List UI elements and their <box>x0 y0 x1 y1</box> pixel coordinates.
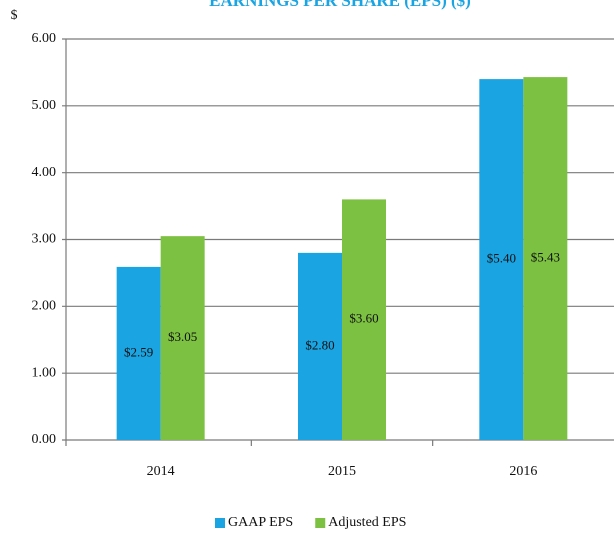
legend-swatch <box>215 518 225 528</box>
value-label: $2.80 <box>305 337 334 352</box>
value-label: $5.43 <box>531 250 560 265</box>
legend-swatch <box>315 518 326 528</box>
value-label: $2.59 <box>124 344 153 359</box>
bar <box>298 252 342 440</box>
legend-label: Adjusted EPS <box>328 515 406 530</box>
chart-title: EARNINGS PER SHARE (EPS) ($) <box>209 0 471 10</box>
y-axis-label: $ <box>11 8 18 23</box>
x-tick-label: 2015 <box>328 464 356 479</box>
bar <box>116 266 161 440</box>
y-tick-label: 0.00 <box>32 432 57 447</box>
y-tick-label: 2.00 <box>32 299 57 314</box>
value-label: $3.05 <box>168 329 197 344</box>
value-label: $3.60 <box>349 311 378 326</box>
bar <box>160 236 205 440</box>
legend-label: GAAP EPS <box>228 515 293 530</box>
bar <box>342 199 386 440</box>
bar <box>479 79 524 440</box>
value-label: $5.40 <box>487 251 516 266</box>
y-tick-label: 1.00 <box>32 365 57 380</box>
bar <box>523 77 568 440</box>
x-tick-label: 2016 <box>509 464 537 479</box>
y-tick-label: 5.00 <box>32 98 57 113</box>
y-tick-label: 4.00 <box>32 165 57 180</box>
x-tick-label: 2014 <box>147 464 175 479</box>
y-tick-label: 3.00 <box>32 232 57 247</box>
y-tick-label: 6.00 <box>32 31 57 46</box>
